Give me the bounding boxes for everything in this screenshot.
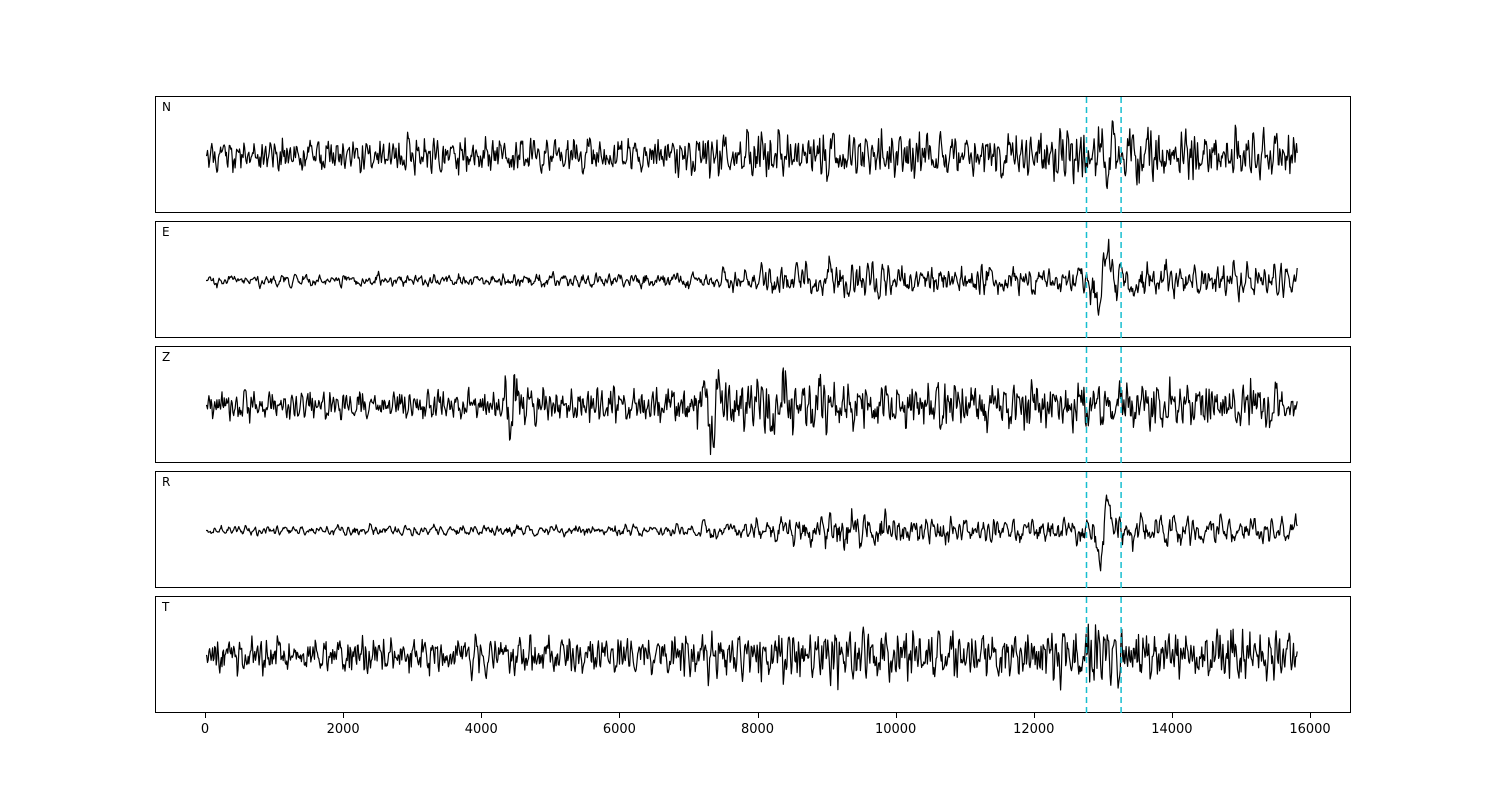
- x-tick-label: 10000: [874, 722, 917, 737]
- x-tick-mark: [205, 713, 206, 718]
- x-tick-label: 4000: [464, 722, 498, 737]
- waveform-trace: [206, 120, 1298, 190]
- waveform-trace: [206, 623, 1298, 691]
- trace-z-plot: [206, 347, 1298, 464]
- panel-z: Z: [155, 346, 1351, 464]
- x-tick-label: 12000: [1013, 722, 1055, 737]
- x-tick-mark: [757, 713, 759, 718]
- waveform-trace: [206, 367, 1298, 456]
- x-tick-label: 2000: [326, 722, 360, 737]
- x-tick-mark: [895, 713, 897, 718]
- x-tick-mark: [1033, 713, 1035, 718]
- panel-r-label: R: [162, 475, 171, 489]
- x-tick-mark: [1171, 713, 1173, 718]
- x-tick-label: 6000: [602, 722, 636, 737]
- panel-e-label: E: [162, 225, 170, 239]
- panel-z-label: Z: [162, 350, 171, 364]
- x-tick-mark: [619, 713, 621, 718]
- waveform-trace: [206, 494, 1298, 572]
- panel-e: E: [155, 221, 1351, 339]
- waveform-trace: [206, 238, 1298, 316]
- panel-t-label: T: [162, 600, 170, 614]
- panel-n: N: [155, 96, 1351, 214]
- x-tick-mark: [1310, 713, 1311, 718]
- panel-t: T: [155, 596, 1351, 714]
- x-tick-label: 8000: [740, 722, 775, 737]
- x-tick-label: 0: [200, 722, 210, 737]
- x-tick-mark: [343, 713, 345, 718]
- trace-e-plot: [206, 222, 1298, 339]
- panel-n-label: N: [162, 100, 171, 114]
- trace-r-plot: [206, 472, 1298, 589]
- x-axis: 0 2000 4000 6000 8000 10000 12000 14000 …: [155, 713, 1351, 745]
- x-tick-label: 16000: [1289, 722, 1331, 737]
- x-tick-mark: [481, 713, 483, 718]
- x-tick-label: 14000: [1151, 722, 1193, 737]
- trace-t-plot: [206, 597, 1298, 714]
- trace-n-plot: [206, 97, 1298, 214]
- panel-r: R: [155, 471, 1351, 589]
